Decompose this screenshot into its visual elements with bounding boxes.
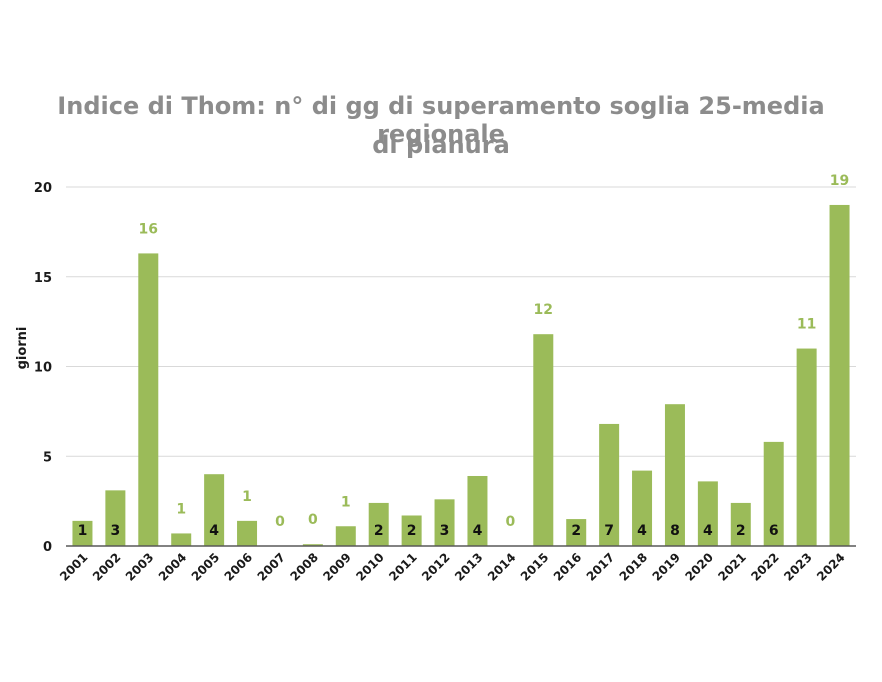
data-label: 4 bbox=[209, 523, 219, 539]
bar bbox=[829, 204, 850, 546]
x-tick-label: 2020 bbox=[682, 550, 716, 584]
x-tick-label: 2010 bbox=[353, 550, 387, 584]
x-tick-label: 2005 bbox=[189, 550, 223, 584]
data-label: 1 bbox=[341, 494, 351, 510]
x-tick-label: 2014 bbox=[485, 550, 519, 584]
x-tick-label: 2007 bbox=[255, 550, 289, 584]
x-tick-label: 2004 bbox=[156, 550, 190, 584]
bar bbox=[368, 502, 389, 546]
x-tick-label: 2019 bbox=[650, 550, 684, 584]
bar bbox=[302, 544, 323, 546]
data-label: 1 bbox=[78, 523, 88, 539]
bar bbox=[697, 481, 718, 546]
y-tick-label: 10 bbox=[34, 361, 52, 376]
data-label: 0 bbox=[308, 512, 318, 528]
x-tick-label: 2021 bbox=[715, 550, 749, 584]
data-label: 2 bbox=[374, 523, 384, 539]
bar bbox=[237, 520, 258, 546]
data-label: 3 bbox=[111, 523, 121, 539]
chart-title-line-1: Indice di Thom: n° di gg di superamento … bbox=[57, 92, 825, 148]
data-label: 6 bbox=[769, 523, 779, 539]
bar bbox=[730, 502, 751, 546]
data-label: 2 bbox=[571, 523, 581, 539]
data-label: 2 bbox=[407, 523, 417, 539]
y-tick-label: 15 bbox=[34, 271, 52, 286]
data-label: 4 bbox=[637, 523, 647, 539]
x-tick-label: 2001 bbox=[57, 550, 91, 584]
bar bbox=[105, 490, 126, 546]
x-tick-label: 2016 bbox=[551, 550, 585, 584]
bar bbox=[796, 348, 817, 546]
x-tick-label: 2024 bbox=[814, 550, 848, 584]
bar bbox=[401, 515, 422, 546]
x-tick-label: 2002 bbox=[90, 550, 124, 584]
x-tick-label: 2022 bbox=[748, 550, 782, 584]
data-label: 11 bbox=[797, 317, 816, 333]
x-tick-label: 2011 bbox=[386, 550, 420, 584]
chart-title-line-2: di pianura bbox=[372, 131, 510, 159]
x-tick-label: 2015 bbox=[518, 550, 552, 584]
x-tick-label: 2023 bbox=[781, 550, 815, 584]
y-tick-label: 0 bbox=[43, 540, 52, 555]
bar bbox=[599, 423, 620, 546]
data-label: 1 bbox=[176, 501, 186, 517]
data-label: 4 bbox=[473, 523, 483, 539]
data-label: 3 bbox=[440, 523, 450, 539]
y-axis-label: giorni bbox=[15, 327, 30, 370]
bar bbox=[434, 499, 455, 546]
x-tick-label: 2009 bbox=[320, 550, 354, 584]
bar bbox=[533, 334, 554, 546]
data-label: 1 bbox=[242, 489, 252, 505]
gridlines bbox=[66, 186, 856, 457]
bar bbox=[664, 404, 685, 546]
y-tick-label: 5 bbox=[43, 450, 52, 465]
data-label: 7 bbox=[604, 523, 614, 539]
x-tick-label: 2006 bbox=[222, 550, 256, 584]
data-label: 16 bbox=[139, 221, 158, 237]
data-label: 8 bbox=[670, 523, 680, 539]
x-tick-label: 2008 bbox=[287, 550, 321, 584]
data-label: 12 bbox=[534, 302, 553, 318]
y-tick-label: 20 bbox=[34, 181, 52, 196]
bar bbox=[335, 526, 356, 546]
bar bbox=[467, 475, 488, 546]
data-label: 0 bbox=[506, 514, 516, 530]
bar bbox=[72, 520, 93, 546]
x-tick-label: 2013 bbox=[452, 550, 486, 584]
data-label: 19 bbox=[830, 173, 849, 189]
bar bbox=[204, 474, 225, 546]
data-label: 2 bbox=[736, 523, 746, 539]
bar bbox=[138, 253, 159, 547]
data-label: 0 bbox=[275, 514, 285, 530]
data-label: 4 bbox=[703, 523, 713, 539]
x-tick-label: 2018 bbox=[617, 550, 651, 584]
bar bbox=[566, 519, 587, 546]
bar bbox=[171, 533, 192, 546]
bar bbox=[632, 470, 653, 546]
x-tick-label: 2017 bbox=[584, 550, 618, 584]
bar bbox=[763, 441, 784, 546]
x-tick-label: 2003 bbox=[123, 550, 157, 584]
x-tick-label: 2012 bbox=[419, 550, 453, 584]
